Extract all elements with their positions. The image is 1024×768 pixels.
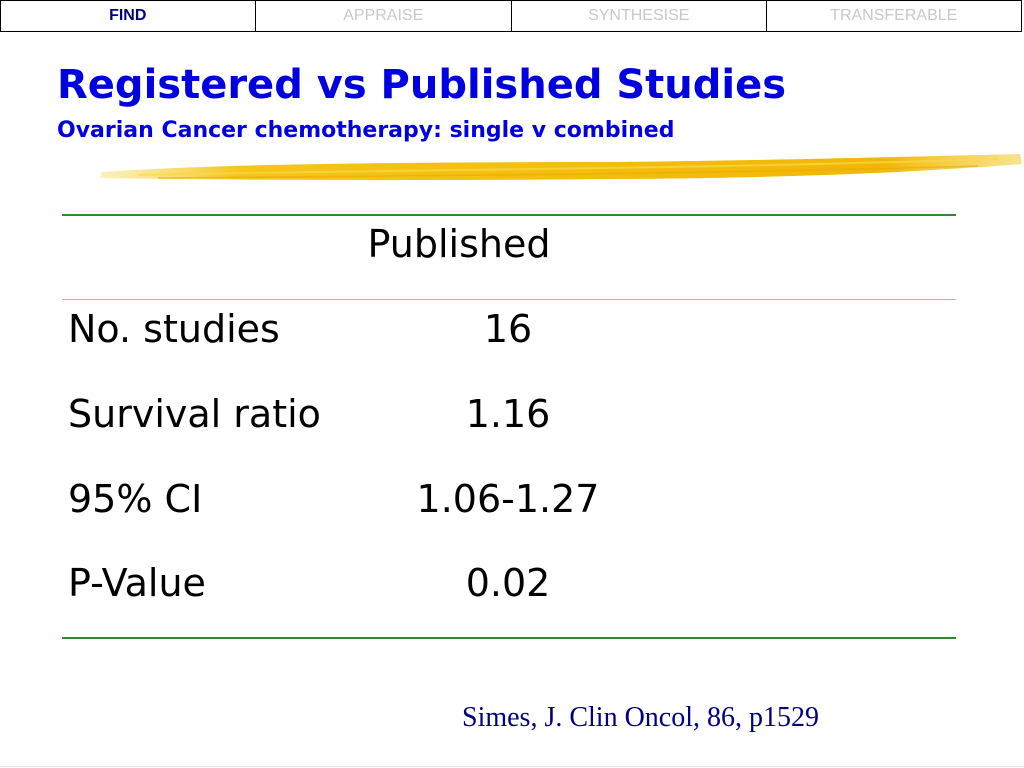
row-value-survival-ratio: 1.16 <box>465 392 551 436</box>
section-tabs: FIND APPRAISE SYNTHESISE TRANSFERABLE <box>0 0 1022 32</box>
table-bottom-rule <box>62 637 956 639</box>
row-value-no-studies: 16 <box>483 307 533 351</box>
tab-synthesise[interactable]: SYNTHESISE <box>512 1 767 31</box>
row-label-no-studies: No. studies <box>68 307 280 351</box>
slide-subtitle: Ovarian Cancer chemotherapy: single v co… <box>57 118 675 143</box>
slide-bottom-divider <box>0 766 1024 767</box>
tab-find[interactable]: FIND <box>1 1 256 31</box>
table-header-rule <box>62 299 956 300</box>
table-top-rule <box>62 214 956 216</box>
citation: Simes, J. Clin Oncol, 86, p1529 <box>462 702 820 733</box>
row-label-p-value: P-Value <box>68 561 206 605</box>
slide-title: Registered vs Published Studies <box>57 62 787 108</box>
tab-transferable[interactable]: TRANSFERABLE <box>830 7 958 24</box>
row-value-ci: 1.06-1.27 <box>416 477 600 521</box>
tab-appraise[interactable]: APPRAISE <box>256 1 512 31</box>
row-label-survival-ratio: Survival ratio <box>68 392 321 436</box>
column-header-published: Published <box>367 222 551 266</box>
row-label-ci: 95% CI <box>68 477 203 521</box>
highlight-brush-stroke <box>100 154 1022 181</box>
row-value-p-value: 0.02 <box>465 561 551 605</box>
